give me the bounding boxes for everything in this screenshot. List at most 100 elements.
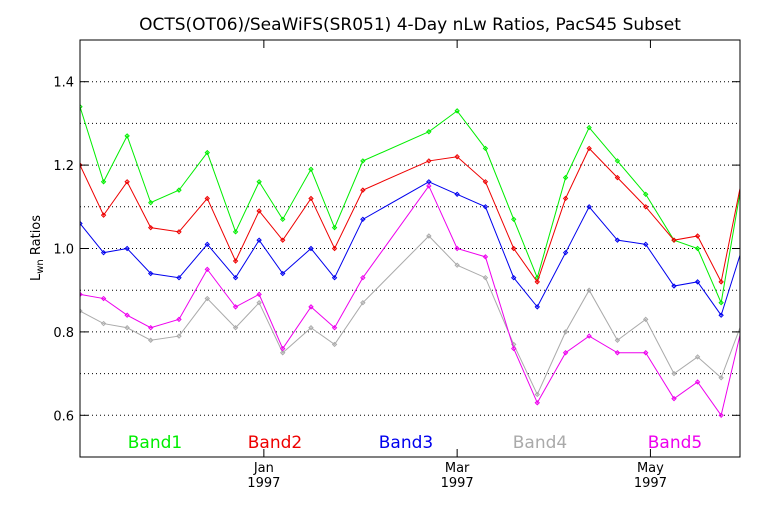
data-point (743, 313, 747, 317)
y-tick-label: 1.4 (53, 76, 74, 91)
data-point (280, 350, 286, 356)
legend-item-band4: Band4 (513, 433, 567, 453)
data-point (562, 249, 569, 256)
data-point (643, 241, 649, 248)
data-point (256, 291, 262, 298)
data-point (124, 312, 130, 318)
data-point (511, 216, 517, 223)
data-point (426, 129, 432, 135)
data-point (124, 133, 130, 139)
data-point (204, 195, 210, 202)
data-point (80, 220, 83, 227)
data-point (232, 304, 239, 310)
y-tick-label: 1.0 (53, 243, 74, 258)
data-point (80, 104, 83, 110)
x-tick-label-year: 1997 (441, 476, 474, 491)
data-point (308, 304, 314, 310)
data-point (743, 163, 747, 167)
legend-item-band3: Band3 (379, 433, 433, 453)
data-point (671, 395, 677, 402)
data-point (743, 238, 747, 242)
x-tick-label-month: Jan (253, 461, 274, 476)
data-point (511, 274, 517, 281)
data-point (562, 350, 569, 356)
data-point (694, 379, 701, 385)
data-point (426, 183, 432, 189)
data-point (694, 354, 701, 360)
data-point (586, 124, 592, 131)
data-point (614, 350, 621, 356)
data-point (671, 283, 677, 289)
x-tick-label-year: 1997 (247, 476, 280, 491)
data-point (511, 245, 517, 252)
data-point (280, 237, 286, 243)
y-axis-label-rest: Ratios (29, 215, 44, 260)
data-point (454, 262, 460, 268)
data-point (718, 300, 724, 306)
data-point (331, 274, 338, 281)
data-point (204, 149, 210, 156)
data-point (643, 350, 649, 356)
data-point (694, 279, 701, 285)
data-point (232, 325, 239, 331)
x-tick-label-month: May (637, 461, 664, 476)
data-point (643, 204, 649, 210)
series-lines (80, 104, 747, 419)
data-point (643, 191, 649, 197)
data-point (586, 333, 592, 339)
data-point (148, 199, 154, 206)
data-point (308, 325, 314, 331)
data-point (331, 325, 338, 331)
data-point (718, 375, 724, 381)
data-point (280, 216, 286, 223)
data-point (454, 154, 460, 160)
data-point (176, 316, 182, 323)
data-point (534, 274, 540, 281)
x-tick-label-month: Mar (445, 461, 470, 476)
data-point (331, 224, 338, 231)
data-point (743, 313, 747, 317)
data-point (643, 316, 649, 323)
data-point (148, 325, 154, 331)
legend-item-band5: Band5 (648, 433, 702, 453)
data-point (454, 191, 460, 197)
data-point (718, 312, 724, 318)
data-point (718, 412, 724, 419)
series-band4 (80, 233, 747, 398)
data-point (176, 333, 182, 339)
data-point (232, 258, 239, 264)
data-point (100, 295, 107, 302)
data-point (148, 337, 154, 343)
series-band1 (80, 104, 747, 306)
data-point (232, 274, 239, 281)
data-point (280, 345, 286, 352)
data-point (482, 179, 489, 185)
data-point (426, 158, 432, 164)
series-line (80, 235, 740, 396)
data-point (256, 237, 262, 243)
data-point (426, 179, 432, 185)
data-point (360, 300, 366, 306)
data-point (331, 245, 338, 252)
data-point (534, 279, 540, 285)
x-tick-label-year: 1997 (634, 476, 667, 491)
data-point (534, 304, 540, 310)
data-point (308, 195, 314, 202)
legend-item-band2: Band2 (248, 433, 302, 453)
series-line (80, 106, 740, 305)
series-line (80, 147, 740, 284)
data-point (331, 341, 338, 348)
data-point (511, 345, 517, 352)
data-point (100, 320, 107, 327)
data-point (694, 245, 701, 252)
data-point (124, 325, 130, 331)
data-point (671, 370, 677, 377)
data-point (743, 163, 747, 167)
data-point (586, 204, 592, 210)
data-point (100, 249, 107, 256)
data-point (586, 145, 592, 152)
data-point (482, 204, 489, 210)
data-point (586, 287, 592, 293)
data-point (534, 400, 540, 406)
